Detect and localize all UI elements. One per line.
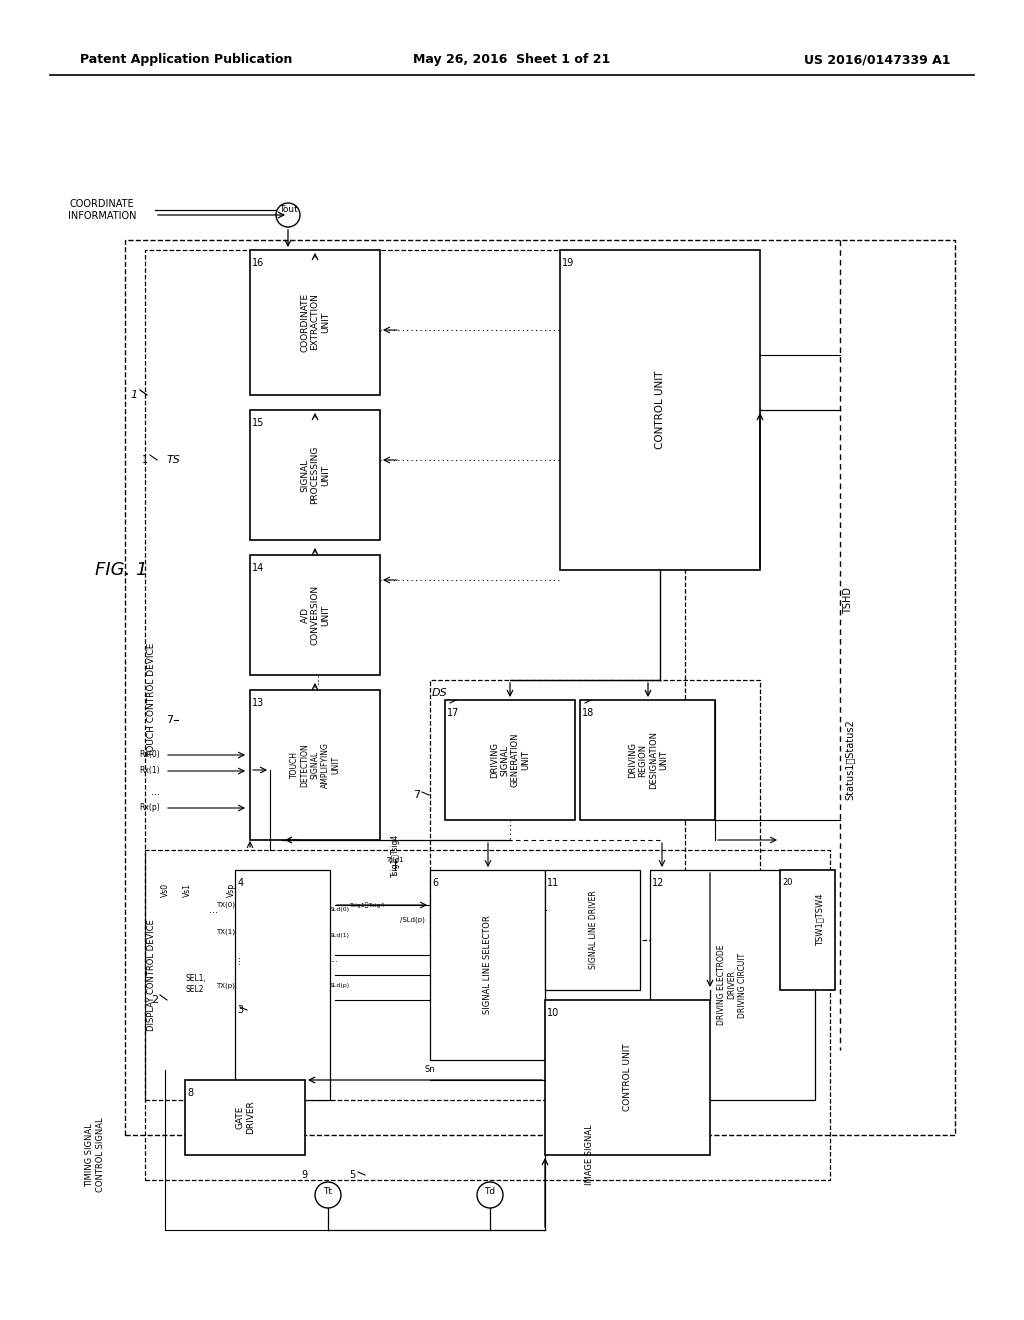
Text: Tsig1～Tsig4: Tsig1～Tsig4 xyxy=(390,833,399,876)
Text: FIG. 1: FIG. 1 xyxy=(95,561,147,579)
Text: Sn: Sn xyxy=(425,1065,435,1074)
Bar xyxy=(580,700,715,820)
Bar xyxy=(145,249,685,1100)
Text: ...: ... xyxy=(308,672,322,684)
Text: DRIVING ELECTRODE
DRIVER
DRIVING CIRCUIT: DRIVING ELECTRODE DRIVER DRIVING CIRCUIT xyxy=(717,945,746,1026)
Text: 8: 8 xyxy=(187,1088,194,1098)
Text: ...: ... xyxy=(232,954,242,964)
Text: CONTROL UNIT: CONTROL UNIT xyxy=(623,1043,632,1111)
Text: Rx(p): Rx(p) xyxy=(139,804,160,813)
Text: TOUCH CONTROL DEVICE: TOUCH CONTROL DEVICE xyxy=(147,643,156,758)
Text: COORDINATE
INFORMATION: COORDINATE INFORMATION xyxy=(68,199,136,220)
Text: Vsp: Vsp xyxy=(226,883,236,898)
Text: ...: ... xyxy=(330,956,338,965)
Bar xyxy=(445,700,575,820)
Text: Vs0: Vs0 xyxy=(161,883,170,898)
Text: 11: 11 xyxy=(547,878,559,888)
Text: SEL1,: SEL1, xyxy=(186,974,207,982)
Text: 1: 1 xyxy=(142,455,148,465)
Bar xyxy=(560,249,760,570)
Text: SLd(0): SLd(0) xyxy=(330,908,350,912)
Text: SIGNAL LINE DRIVER: SIGNAL LINE DRIVER xyxy=(589,891,597,969)
Text: CONTROL UNIT: CONTROL UNIT xyxy=(655,371,665,449)
Text: 15: 15 xyxy=(252,418,264,428)
Bar xyxy=(234,870,330,1100)
Text: 9: 9 xyxy=(301,1170,307,1180)
Text: COORDINATE
EXTRACTION
UNIT: COORDINATE EXTRACTION UNIT xyxy=(300,293,330,351)
Text: GATE
DRIVER: GATE DRIVER xyxy=(236,1100,255,1134)
Text: 19: 19 xyxy=(562,257,574,268)
Text: 7: 7 xyxy=(413,789,420,800)
Text: A/D
CONVERSION
UNIT: A/D CONVERSION UNIT xyxy=(300,585,330,645)
Text: 10: 10 xyxy=(547,1008,559,1018)
Text: 7: 7 xyxy=(167,715,173,725)
Text: 14: 14 xyxy=(252,564,264,573)
Text: Patent Application Publication: Patent Application Publication xyxy=(80,54,293,66)
Bar xyxy=(125,240,955,1135)
Text: Tsig1～Tsig4: Tsig1～Tsig4 xyxy=(349,902,385,908)
Bar xyxy=(250,411,380,540)
Text: 12: 12 xyxy=(652,878,665,888)
Text: TIMING SIGNAL
CONTROL SIGNAL: TIMING SIGNAL CONTROL SIGNAL xyxy=(85,1118,104,1192)
Text: TSHD: TSHD xyxy=(843,586,853,614)
Bar xyxy=(545,1001,710,1155)
Text: Td: Td xyxy=(484,1188,496,1196)
Text: Rx(1): Rx(1) xyxy=(139,767,160,776)
Bar xyxy=(430,680,760,940)
Text: DISPLAY CONTROL DEVICE: DISPLAY CONTROL DEVICE xyxy=(147,919,156,1031)
Text: SLd(1): SLd(1) xyxy=(330,932,350,937)
Text: SIGNAL LINE SELECTOR: SIGNAL LINE SELECTOR xyxy=(483,916,493,1014)
Text: ...: ... xyxy=(151,787,160,797)
Text: Tsig1: Tsig1 xyxy=(386,857,403,863)
Bar xyxy=(650,870,815,1100)
Text: 16: 16 xyxy=(252,257,264,268)
Bar xyxy=(430,870,545,1060)
Text: TOUCH
DETECTION
SIGNAL
AMPLIFYING
UNIT: TOUCH DETECTION SIGNAL AMPLIFYING UNIT xyxy=(290,742,340,788)
Text: 13: 13 xyxy=(252,698,264,708)
Text: SEL2: SEL2 xyxy=(186,986,205,994)
Text: Rx(0): Rx(0) xyxy=(139,751,160,759)
Text: May 26, 2016  Sheet 1 of 21: May 26, 2016 Sheet 1 of 21 xyxy=(414,54,610,66)
Text: 1: 1 xyxy=(131,389,138,400)
Text: 20: 20 xyxy=(782,878,793,887)
Text: DS: DS xyxy=(432,688,447,698)
Text: ...: ... xyxy=(210,906,218,915)
Text: 5: 5 xyxy=(349,1170,355,1180)
Text: Tt: Tt xyxy=(324,1188,333,1196)
Bar xyxy=(185,1080,305,1155)
Text: SIGNAL
PROCESSING
UNIT: SIGNAL PROCESSING UNIT xyxy=(300,446,330,504)
Text: 3: 3 xyxy=(237,1005,243,1015)
Text: TSW1～TSW4: TSW1～TSW4 xyxy=(815,894,824,946)
Text: 2: 2 xyxy=(152,995,159,1005)
Bar xyxy=(545,870,640,990)
Text: 4: 4 xyxy=(238,878,244,888)
Text: 18: 18 xyxy=(582,708,594,718)
Text: TX(0): TX(0) xyxy=(216,902,234,908)
Bar xyxy=(250,249,380,395)
Text: Vs1: Vs1 xyxy=(182,883,191,898)
Text: 17: 17 xyxy=(447,708,460,718)
Text: Tout: Tout xyxy=(279,206,297,214)
Text: /SLd(p): /SLd(p) xyxy=(400,917,425,923)
Text: TX(1): TX(1) xyxy=(216,929,234,936)
Bar xyxy=(250,690,380,840)
Text: DRIVING
SIGNAL
GENERATION
UNIT: DRIVING SIGNAL GENERATION UNIT xyxy=(489,733,530,787)
Text: SLd(p): SLd(p) xyxy=(330,982,350,987)
Text: TS: TS xyxy=(167,455,181,465)
Text: DRIVING
REGION
DESIGNATION
UNIT: DRIVING REGION DESIGNATION UNIT xyxy=(628,731,668,789)
Bar xyxy=(780,870,835,990)
Text: TX(p): TX(p) xyxy=(216,983,234,989)
Bar xyxy=(250,554,380,675)
Text: IMAGE SIGNAL: IMAGE SIGNAL xyxy=(586,1125,595,1185)
Bar xyxy=(145,850,830,1180)
Text: Status1～Status2: Status1～Status2 xyxy=(845,719,855,800)
Text: US 2016/0147339 A1: US 2016/0147339 A1 xyxy=(804,54,950,66)
Text: 6: 6 xyxy=(432,878,438,888)
